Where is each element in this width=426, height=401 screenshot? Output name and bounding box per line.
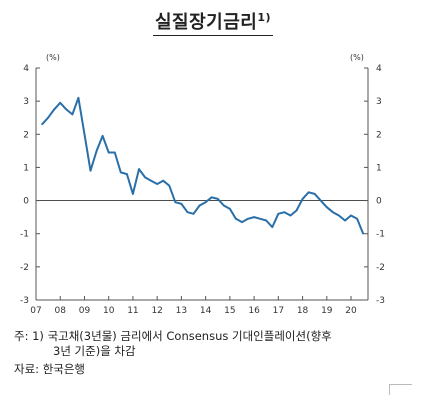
x-tick-label: 12 — [151, 306, 162, 316]
line-chart: 4 43 32 21 10 0-1 -1-2 -2-3 -3(%) (%)07 08 09 10 11 12… — [20, 53, 385, 316]
y-tick-label-left: -1 — [20, 230, 29, 240]
data-point — [89, 169, 92, 172]
x-tick-label: 08 — [55, 306, 67, 316]
data-point — [83, 133, 86, 136]
y-tick-label-right: -2 — [376, 263, 385, 273]
y-tick-label-right: 2 — [376, 130, 382, 140]
y-tick-label-left: 2 — [23, 130, 29, 140]
data-point — [241, 221, 243, 223]
data-point — [332, 211, 334, 213]
data-point — [204, 201, 207, 204]
data-point — [77, 97, 80, 99]
x-tick-label: 16 — [248, 306, 260, 316]
y-tick-label-right: -3 — [376, 296, 385, 306]
y-tick-label-left: 0 — [23, 197, 29, 207]
y-tick-label-right: 3 — [376, 97, 382, 107]
data-point — [95, 150, 98, 152]
x-tick-label: 11 — [127, 306, 138, 316]
data-point — [180, 203, 183, 205]
data-point — [210, 196, 213, 199]
data-point — [326, 206, 328, 208]
data-point — [132, 193, 134, 195]
y-tick-label-right: 1 — [376, 163, 382, 173]
unit-label-left: (%) — [46, 53, 60, 62]
x-tick-label: 10 — [103, 306, 115, 316]
footnote-line-1: 주: 1) 국고채(3년물) 금리에서 Consensus 기대인플레이션(향후 — [14, 329, 332, 343]
data-point — [277, 213, 280, 215]
x-tick-label: 15 — [224, 306, 235, 316]
data-point — [107, 151, 110, 154]
chart-title-footnote-marker: 1) — [257, 11, 272, 24]
data-point — [247, 218, 249, 220]
corner-mark — [389, 384, 412, 395]
footnote-line-2: 3년 기준)을 차감 — [53, 344, 136, 358]
data-point — [138, 168, 140, 170]
data-point — [168, 184, 171, 187]
data-point — [229, 208, 231, 210]
data-point — [307, 191, 310, 194]
data-point — [235, 218, 237, 220]
data-point — [198, 204, 201, 207]
data-point — [313, 193, 316, 195]
y-tick-label-left: 3 — [23, 97, 29, 107]
data-point — [162, 179, 165, 182]
chart-title-text: 실질장기금리 — [154, 12, 258, 33]
data-point — [101, 135, 104, 137]
data-point — [216, 198, 219, 200]
data-point — [144, 176, 146, 179]
y-tick-label-right: -1 — [376, 230, 385, 240]
y-tick-label-left: 4 — [23, 64, 29, 74]
data-point — [65, 108, 68, 111]
y-tick-label-left: -3 — [20, 296, 29, 306]
data-point — [41, 123, 43, 126]
data-point — [120, 171, 122, 174]
data-point — [295, 209, 298, 212]
data-point — [362, 232, 364, 235]
x-tick-label: 14 — [200, 306, 212, 316]
data-point — [271, 226, 274, 228]
data-point — [186, 211, 189, 213]
data-point — [223, 204, 225, 207]
x-tick-label: 07 — [30, 306, 41, 316]
y-tick-label-right: 0 — [376, 197, 382, 207]
x-tick-label: 17 — [273, 306, 284, 316]
y-tick-label-left: -2 — [20, 263, 29, 273]
unit-label-right: (%) — [350, 53, 364, 62]
data-point — [289, 214, 292, 217]
data-point — [350, 214, 352, 217]
data-point — [53, 108, 55, 111]
y-tick-label-right: 4 — [376, 64, 382, 74]
data-point — [259, 218, 261, 220]
data-point — [126, 173, 128, 175]
data-point — [283, 211, 286, 213]
data-point — [47, 116, 49, 119]
data-point — [319, 199, 322, 202]
x-tick-label: 19 — [321, 306, 333, 316]
data-point — [174, 201, 177, 204]
series-line — [41, 96, 365, 235]
data-point — [59, 102, 62, 104]
data-point — [356, 218, 358, 220]
data-point — [192, 213, 195, 215]
chart-title-underlined: 실질장기금리1) — [152, 8, 274, 36]
chart-title: 실질장기금리1) — [0, 8, 426, 36]
data-point — [113, 151, 116, 154]
data-point — [253, 216, 255, 218]
data-point — [265, 219, 268, 222]
data-point — [344, 219, 346, 222]
x-tick-label: 20 — [345, 306, 357, 316]
data-point — [150, 179, 152, 182]
data-point — [338, 214, 340, 217]
data-point — [71, 113, 74, 116]
x-tick-label: 13 — [176, 306, 187, 316]
x-tick-label: 09 — [79, 306, 91, 316]
x-tick-label: 18 — [297, 306, 309, 316]
data-point — [156, 183, 158, 185]
data-point — [301, 198, 304, 200]
y-tick-label-left: 1 — [23, 163, 29, 173]
source-note: 자료: 한국은행 — [14, 362, 86, 376]
